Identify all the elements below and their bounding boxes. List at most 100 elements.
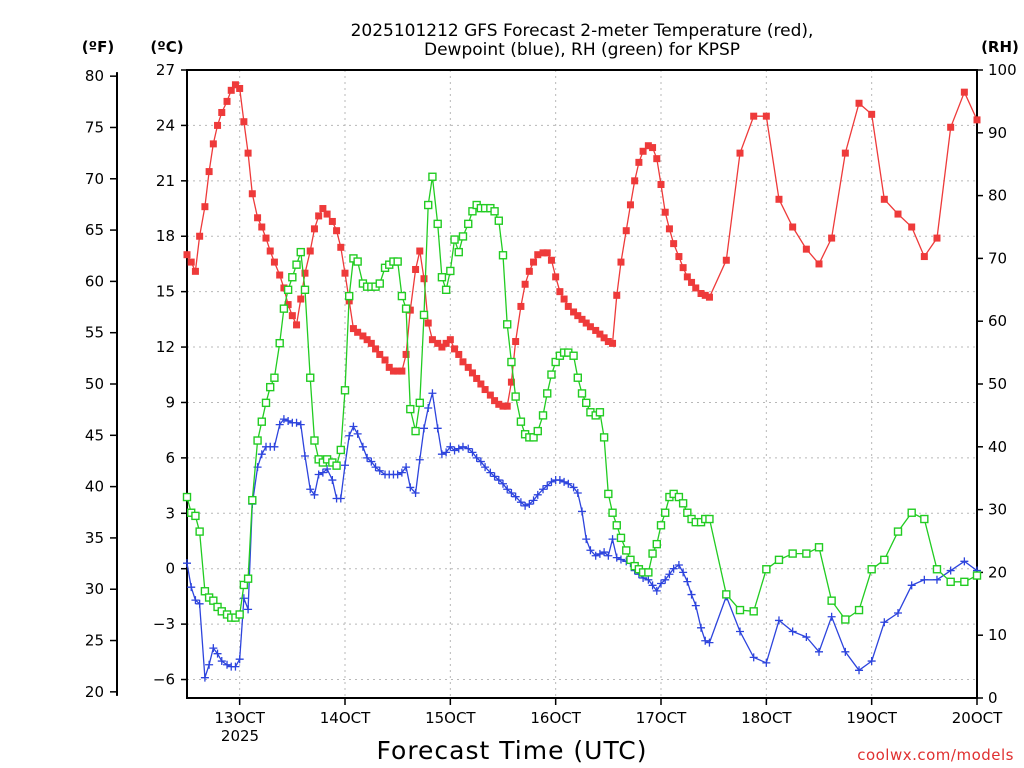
data-point xyxy=(494,216,503,225)
rh-tick-label: 10 xyxy=(988,626,1007,644)
data-point xyxy=(534,251,542,259)
data-point xyxy=(573,373,582,382)
data-point xyxy=(288,312,296,320)
data-point xyxy=(214,121,222,129)
data-point xyxy=(310,490,319,499)
data-point xyxy=(907,508,916,517)
data-point xyxy=(231,81,239,89)
data-point xyxy=(683,577,692,586)
data-point xyxy=(367,339,375,347)
data-point xyxy=(547,477,556,486)
data-point xyxy=(292,418,301,427)
rh-axis-unit: (RH) xyxy=(981,38,1019,56)
f-tick-label: 25 xyxy=(85,632,104,650)
data-point xyxy=(187,583,196,592)
data-point xyxy=(788,549,797,558)
data-point xyxy=(296,420,305,429)
data-point xyxy=(735,605,745,615)
data-point xyxy=(402,463,411,472)
data-point xyxy=(428,172,437,181)
data-point xyxy=(464,363,472,371)
data-point xyxy=(428,389,437,398)
data-point xyxy=(381,356,389,364)
data-point xyxy=(253,436,262,445)
data-point xyxy=(503,320,512,329)
data-point xyxy=(525,500,534,509)
data-point xyxy=(599,433,609,442)
data-point xyxy=(533,490,542,499)
data-point xyxy=(574,312,582,320)
data-point xyxy=(415,455,424,464)
c-tick-label: 12 xyxy=(156,338,175,356)
data-point xyxy=(762,565,771,574)
data-point xyxy=(371,463,380,472)
data-point xyxy=(692,284,700,292)
data-point xyxy=(552,273,560,281)
data-point xyxy=(376,350,384,358)
data-point xyxy=(547,256,555,264)
data-point xyxy=(223,660,232,669)
data-point xyxy=(284,301,292,309)
data-point xyxy=(262,234,270,242)
chart-title-line1: 2025101212 GFS Forecast 2-meter Temperat… xyxy=(351,21,814,41)
c-tick-label: 6 xyxy=(165,449,175,467)
data-point xyxy=(736,149,744,157)
data-point xyxy=(679,568,688,577)
data-point xyxy=(841,647,850,656)
data-point xyxy=(867,657,876,666)
data-point xyxy=(213,602,222,612)
data-point xyxy=(933,234,941,242)
data-point xyxy=(328,476,337,485)
data-point xyxy=(217,657,226,666)
data-point xyxy=(582,319,590,327)
data-point xyxy=(205,168,213,176)
f-tick-label: 45 xyxy=(85,426,104,444)
data-point xyxy=(301,269,309,277)
data-point xyxy=(802,549,811,558)
data-point xyxy=(490,207,499,216)
series-line xyxy=(186,83,978,407)
data-point xyxy=(406,306,414,314)
data-point xyxy=(577,389,587,398)
data-point xyxy=(257,417,266,426)
data-point xyxy=(275,420,284,429)
data-point xyxy=(349,325,357,333)
data-point xyxy=(560,477,569,486)
data-point xyxy=(349,422,358,431)
data-point xyxy=(213,649,222,658)
data-point xyxy=(622,227,630,235)
data-point xyxy=(722,590,731,599)
data-point xyxy=(525,267,533,275)
data-point xyxy=(296,247,305,257)
data-point xyxy=(240,118,248,126)
data-point xyxy=(932,565,942,574)
data-point xyxy=(187,258,195,266)
data-point xyxy=(762,658,771,667)
data-point xyxy=(867,565,876,574)
data-point xyxy=(626,555,635,565)
data-point xyxy=(310,225,318,233)
data-point xyxy=(828,234,836,242)
data-point xyxy=(328,217,336,225)
data-point xyxy=(275,338,284,348)
series-line xyxy=(186,393,978,678)
data-point xyxy=(705,514,714,524)
data-point xyxy=(511,492,520,501)
data-point xyxy=(490,472,499,481)
data-point xyxy=(539,485,548,494)
data-point xyxy=(341,269,349,277)
data-point xyxy=(661,508,670,517)
x-tick-label: 20OCT xyxy=(952,709,1003,727)
x-tick-label: 17OCT xyxy=(636,709,687,727)
data-point xyxy=(239,580,249,590)
data-point xyxy=(972,571,982,580)
data-point xyxy=(398,367,406,375)
data-point xyxy=(315,212,323,220)
data-point xyxy=(375,466,384,475)
data-point xyxy=(749,607,758,616)
c-tick-label: 21 xyxy=(156,172,175,190)
data-point xyxy=(191,596,200,605)
data-point xyxy=(341,461,349,470)
data-point xyxy=(227,86,235,94)
series-2-meter-temperature xyxy=(183,81,981,410)
